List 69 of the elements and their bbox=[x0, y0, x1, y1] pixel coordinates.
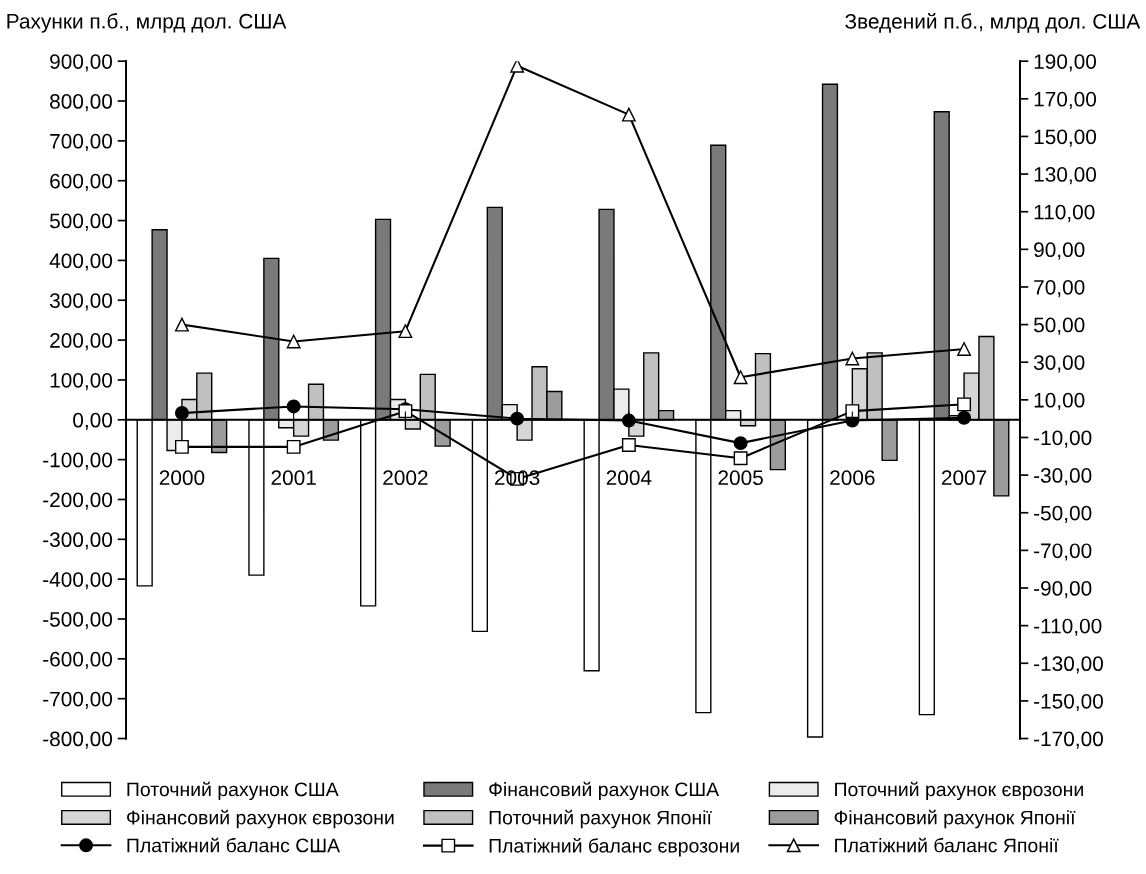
legend-label: Поточний рахунок США bbox=[127, 781, 339, 801]
y-axis-title: Рахунки п.б., млрд дол. США bbox=[7, 13, 287, 33]
y2-tick-label: 110,00 bbox=[1034, 204, 1095, 222]
point bbox=[621, 107, 636, 122]
y2-tick-label: -130,00 bbox=[1034, 656, 1103, 674]
y-tick-label: 0,00 bbox=[73, 412, 113, 430]
point bbox=[286, 399, 301, 414]
y2-tick-label: 50,00 bbox=[1033, 317, 1085, 335]
y2-tick-label: 10,00 bbox=[1034, 392, 1085, 411]
y2-tick-label: -110,00 bbox=[1034, 618, 1102, 636]
legend-label: Фінансовий рахунок Японії bbox=[834, 809, 1076, 829]
legend-label: Фінансовий рахунок США bbox=[489, 781, 720, 801]
x-tick-label: 2001 bbox=[271, 470, 316, 486]
y2-tick-label: -170,00 bbox=[1034, 731, 1103, 749]
y2-tick-label: -50,00 bbox=[1034, 505, 1092, 523]
y-tick-label: 400,00 bbox=[49, 253, 113, 271]
legend-label: Платіжний баланс США bbox=[127, 837, 341, 853]
y-tick-label: 200,00 bbox=[50, 333, 113, 351]
legend-label: Фінансовий рахунок єврозони bbox=[127, 809, 394, 829]
point bbox=[174, 439, 189, 454]
y-tick-label: 800,00 bbox=[50, 94, 113, 112]
y2-tick-label: 190,00 bbox=[1034, 54, 1097, 72]
y2-tick-label: 30,00 bbox=[1033, 355, 1085, 373]
y2-tick-label: 150,00 bbox=[1034, 129, 1097, 147]
y-tick-label: -300,00 bbox=[43, 532, 113, 550]
y2-axis-title: Зведений п.б., млрд дол. США bbox=[845, 13, 1141, 33]
y2-tick-label: 130,00 bbox=[1034, 167, 1097, 185]
y-tick-label: 500,00 bbox=[49, 213, 113, 231]
x-tick-label: 2004 bbox=[606, 470, 652, 486]
y2-tick-label: 90,00 bbox=[1034, 242, 1085, 260]
y-tick-label: -500,00 bbox=[43, 612, 113, 630]
y2-tick-label: -150,00 bbox=[1034, 693, 1103, 712]
y-tick-label: 300,00 bbox=[49, 293, 113, 311]
y-tick-label: -200,00 bbox=[43, 492, 113, 510]
y-tick-label: -600,00 bbox=[43, 651, 113, 670]
y-tick-label: -100,00 bbox=[43, 452, 113, 470]
point bbox=[510, 411, 525, 426]
y2-tick-label: -70,00 bbox=[1034, 543, 1092, 561]
legend-label: Платіжний баланс Японії bbox=[835, 837, 1059, 853]
y-tick-label: 100,00 bbox=[50, 372, 113, 391]
point bbox=[733, 451, 748, 466]
x-tick-label: 2006 bbox=[830, 470, 875, 486]
point bbox=[733, 436, 748, 451]
y-tick-label: -400,00 bbox=[43, 572, 113, 590]
y-tick-label: 700,00 bbox=[50, 133, 113, 152]
y-tick-label: 600,00 bbox=[50, 173, 113, 191]
y-tick-label: -700,00 bbox=[43, 691, 113, 709]
x-tick-label: 2000 bbox=[159, 470, 205, 486]
point bbox=[174, 406, 189, 420]
x-tick-label: 2007 bbox=[941, 470, 987, 486]
y2-tick-label: 70,00 bbox=[1034, 279, 1085, 298]
x-tick-label: 2002 bbox=[383, 470, 428, 486]
point bbox=[510, 61, 525, 73]
point bbox=[621, 413, 636, 428]
legend-label: Поточний рахунок єврозони bbox=[835, 781, 1083, 801]
y2-tick-label: -30,00 bbox=[1034, 468, 1092, 486]
y-tick-label: 900,00 bbox=[50, 54, 113, 72]
point bbox=[621, 438, 636, 452]
point bbox=[957, 410, 972, 425]
point bbox=[286, 439, 301, 454]
legend-label: Платіжний баланс єврозони bbox=[489, 838, 739, 857]
legend-label: Поточний рахунок Японії bbox=[489, 809, 712, 829]
point bbox=[957, 397, 972, 412]
x-tick-label: 2005 bbox=[718, 470, 763, 486]
y2-tick-label: 170,00 bbox=[1034, 91, 1097, 110]
y-tick-label: -800,00 bbox=[43, 731, 113, 749]
point bbox=[845, 404, 860, 419]
y2-tick-label: -90,00 bbox=[1034, 581, 1092, 599]
y2-tick-label: -10,00 bbox=[1034, 430, 1092, 448]
